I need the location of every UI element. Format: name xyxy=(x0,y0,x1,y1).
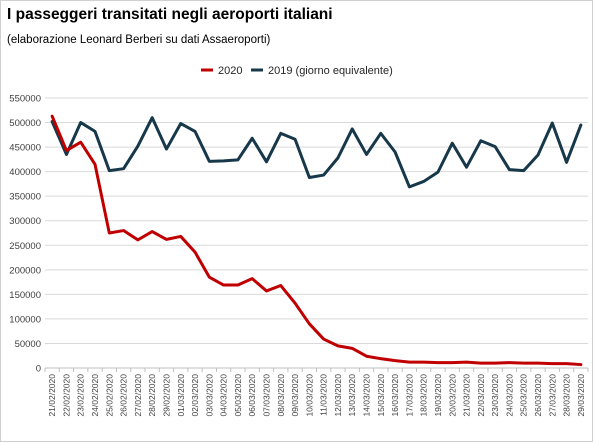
x-tick-label: 25/03/2020 xyxy=(519,374,529,417)
chart-subtitle: (elaborazione Leonard Berberi su dati As… xyxy=(7,34,271,46)
x-tick-label: 22/03/2020 xyxy=(476,374,486,417)
x-tick-label: 26/03/2020 xyxy=(533,374,543,417)
x-tick-label: 28/02/2020 xyxy=(147,374,157,417)
y-axis-ticks: 0 50000 100000 150000 200000 250000 300000 3500… xyxy=(9,94,41,375)
legend: 2020 2019 (giorno equivalente) xyxy=(201,65,393,77)
x-tick-label: 21/03/2020 xyxy=(462,374,472,417)
x-tick-label: 26/02/2020 xyxy=(119,374,129,417)
x-tick-label: 06/03/2020 xyxy=(247,374,257,417)
x-tick-label: 01/03/2020 xyxy=(176,374,186,417)
x-tick-label: 17/03/2020 xyxy=(404,374,414,417)
y-tick-label: 100000 xyxy=(9,314,41,325)
y-tick-label: 200000 xyxy=(9,265,41,276)
x-tick-label: 02/03/2020 xyxy=(190,374,200,417)
y-tick-label: 500000 xyxy=(9,118,41,129)
x-tick-label: 10/03/2020 xyxy=(304,374,314,417)
x-tick-label: 12/03/2020 xyxy=(333,374,343,417)
y-tick-label: 550000 xyxy=(9,94,41,105)
y-tick-label: 350000 xyxy=(9,192,41,203)
x-tick-label: 25/02/2020 xyxy=(104,374,114,417)
x-tick-label: 07/03/2020 xyxy=(261,374,271,417)
x-tick-label: 20/03/2020 xyxy=(447,374,457,417)
x-tick-label: 05/03/2020 xyxy=(233,374,243,417)
x-tick-label: 13/03/2020 xyxy=(347,374,357,417)
legend-label: 2019 (giorno equivalente) xyxy=(268,65,393,77)
y-tick-label: 400000 xyxy=(9,167,41,178)
series-line-2019 xyxy=(50,116,583,189)
chart-title: I passeggeri transitati negli aeroporti … xyxy=(7,6,333,23)
x-tick-label: 08/03/2020 xyxy=(276,374,286,417)
x-tick-label: 29/03/2020 xyxy=(576,374,586,417)
x-tick-label: 03/03/2020 xyxy=(204,374,214,417)
legend-label: 2020 xyxy=(218,65,242,77)
x-tick-label: 24/02/2020 xyxy=(90,374,100,417)
x-tick-label: 27/03/2020 xyxy=(547,374,557,417)
y-tick-label: 0 xyxy=(36,364,41,375)
x-tick-label: 09/03/2020 xyxy=(290,374,300,417)
series-lines xyxy=(50,114,583,367)
x-tick-label: 21/02/2020 xyxy=(47,374,57,417)
x-tick-label: 19/03/2020 xyxy=(433,374,443,417)
x-axis-ticks: 21/02/2020 22/02/2020 23/02/2020 24/02/2020… xyxy=(44,368,589,417)
series-line-2020 xyxy=(50,114,583,367)
gridlines xyxy=(45,97,588,369)
y-tick-label: 250000 xyxy=(9,241,41,252)
x-tick-label: 23/03/2020 xyxy=(490,374,500,417)
y-tick-label: 150000 xyxy=(9,290,41,301)
y-tick-label: 50000 xyxy=(15,339,41,350)
x-tick-label: 18/03/2020 xyxy=(419,374,429,417)
x-tick-label: 11/03/2020 xyxy=(319,374,329,416)
y-tick-label: 450000 xyxy=(9,143,41,154)
x-tick-label: 14/03/2020 xyxy=(362,374,372,417)
x-tick-label: 16/03/2020 xyxy=(390,374,400,417)
x-tick-label: 27/02/2020 xyxy=(133,374,143,417)
x-tick-label: 28/03/2020 xyxy=(562,374,572,417)
x-tick-label: 15/03/2020 xyxy=(376,374,386,417)
x-tick-label: 04/03/2020 xyxy=(219,374,229,417)
y-tick-label: 300000 xyxy=(9,216,41,227)
x-tick-label: 24/03/2020 xyxy=(504,374,514,417)
x-tick-label: 22/02/2020 xyxy=(61,374,71,417)
x-tick-label: 23/02/2020 xyxy=(76,374,86,417)
x-tick-label: 29/02/2020 xyxy=(161,374,171,417)
